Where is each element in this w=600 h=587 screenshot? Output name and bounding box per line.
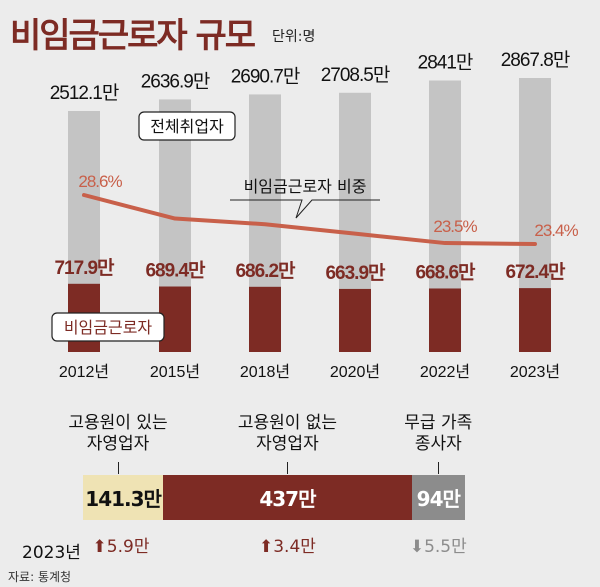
nonwage-label: 672.4만 (505, 261, 566, 283)
x-tick-label: 2015년 (150, 363, 200, 381)
share-label: 28.6% (78, 172, 122, 191)
legend-share-label: 비임금근로자 비중 (244, 177, 367, 196)
nonwage-label: 717.9만 (54, 257, 115, 279)
bar-line-chart: 2512.1만 717.9만 2012년 2636.9만 689.4만 2015년 2690… (50, 49, 580, 381)
total-label: 2636.9만 (141, 70, 210, 92)
share-label: 23.5% (433, 217, 477, 236)
breakdown-category: 고용원이 없는 자영업자 (237, 413, 338, 454)
nonwage-bar (519, 288, 551, 352)
change-label: ⬆5.9만 (93, 532, 150, 557)
x-tick-label: 2018년 (240, 363, 290, 381)
nonwage-bar (429, 288, 461, 352)
legend-total-box (138, 111, 236, 141)
pointer-tick (438, 462, 440, 474)
x-tick-label: 2012년 (59, 363, 109, 381)
breakdown-segment: 437만 (163, 475, 412, 520)
change-value: 5.5만 (424, 537, 467, 557)
callout-pointer (230, 199, 380, 219)
x-tick-label: 2022년 (420, 363, 470, 381)
total-label: 2708.5만 (321, 64, 390, 86)
year-label: 2023년 (22, 543, 81, 563)
source-label: 자료: 통계청 (8, 570, 72, 584)
arrow-up-icon: ⬆ (92, 537, 107, 557)
arrow-up-icon: ⬆ (258, 537, 274, 557)
breakdown-category: 고용원이 있는 자영업자 (68, 413, 168, 454)
breakdown-segment: 94만 (411, 475, 465, 520)
nonwage-bar (339, 288, 371, 352)
change-value: 5.9만 (106, 537, 150, 557)
pointer-tick (287, 462, 289, 474)
x-tick-label: 2023년 (510, 363, 560, 381)
nonwage-label: 689.4만 (145, 260, 206, 282)
nonwage-label: 663.9만 (325, 262, 386, 284)
total-label: 2867.8만 (501, 49, 570, 71)
change-label: ⬆3.4만 (259, 532, 316, 557)
legend-total-label: 전체취업자 (150, 117, 224, 136)
total-label: 2690.7만 (231, 65, 300, 87)
breakdown-category: 무급 가족 종사자 (404, 413, 473, 454)
change-label: ⬇5.5만 (410, 532, 467, 557)
x-tick-label: 2020년 (330, 363, 380, 381)
total-label: 2841만 (418, 51, 473, 73)
nonwage-label: 668.6만 (415, 261, 476, 283)
change-value: 3.4만 (273, 537, 316, 557)
share-line (82, 193, 537, 246)
nonwage-label: 686.2만 (235, 260, 296, 282)
breakdown-segment: 141.3만 (83, 475, 164, 520)
share-label: 23.4% (534, 221, 578, 240)
pointer-tick (118, 462, 119, 474)
nonwage-bar (249, 286, 281, 352)
legend-nonwage-box (51, 312, 165, 342)
legend-nonwage-label: 비임금근로자 (64, 318, 153, 337)
unit-label: 단위:명 (272, 29, 316, 45)
total-label: 2512.1만 (50, 82, 119, 104)
arrow-down-icon: ⬇ (409, 537, 425, 557)
chart-title: 비임금근로자 규모 (10, 16, 256, 56)
